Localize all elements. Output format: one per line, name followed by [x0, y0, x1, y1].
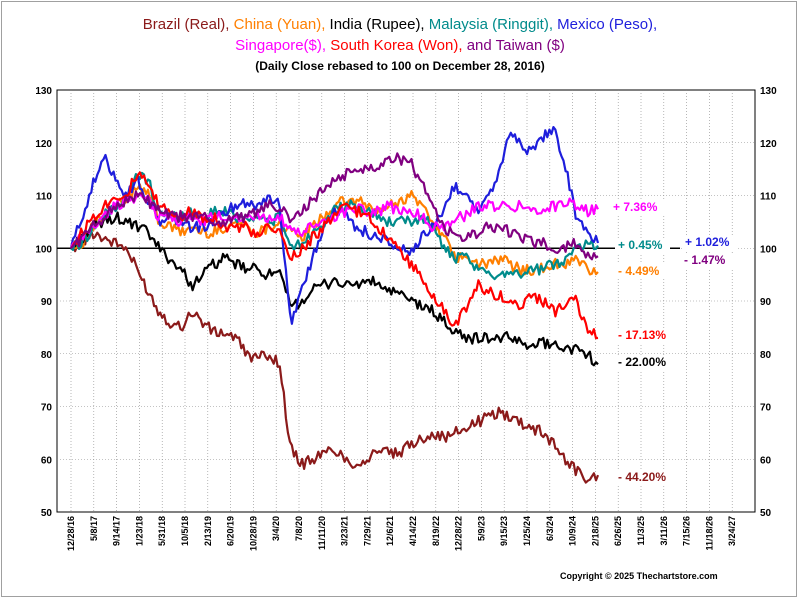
y-tick-label-left: 100	[35, 244, 52, 255]
end-label-india: - 22.00%	[618, 355, 666, 369]
end-label-china: - 4.49%	[618, 264, 660, 278]
y-tick-label-right: 50	[760, 508, 772, 519]
end-label-bg	[610, 200, 665, 215]
end-label-bg	[681, 253, 736, 268]
x-tick-label: 6/26/25	[613, 516, 623, 546]
y-tick-label-right: 100	[760, 244, 777, 255]
end-label-bg	[615, 238, 670, 253]
end-label-singapore: + 7.36%	[613, 200, 658, 214]
title-line-2: Singapore($), South Korea (Won), and Tai…	[0, 35, 800, 56]
title-china: China (Yuan),	[233, 16, 326, 33]
title-line-1: Brazil (Real), China (Yuan), India (Rupe…	[0, 14, 800, 35]
y-tick-label-right: 80	[760, 350, 772, 361]
end-label-bg	[615, 355, 677, 370]
x-tick-label: 7/15/26	[682, 516, 692, 546]
x-tick-label: 11/11/20	[317, 516, 327, 550]
title-singapore: Singapore($),	[235, 37, 327, 54]
y-tick-label-left: 120	[35, 139, 52, 150]
end-label-malaysia: + 0.45%	[618, 238, 663, 252]
x-tick-label: 11/18/26	[704, 516, 714, 551]
end-label-korea: - 17.13%	[618, 328, 666, 342]
end-label-brazil: - 44.20%	[618, 470, 666, 484]
y-tick-label-right: 70	[760, 403, 772, 414]
y-tick-label-right: 120	[760, 139, 777, 150]
y-tick-label-left: 70	[41, 403, 53, 414]
title-taiwan: and Taiwan ($)	[466, 37, 565, 54]
end-label-taiwan: - 1.47%	[684, 253, 726, 267]
end-label-mexico: + 1.02%	[685, 235, 730, 249]
title-korea: South Korea (Won),	[330, 37, 463, 54]
end-label-bg	[615, 264, 670, 279]
x-tick-label: 5/31/18	[157, 516, 167, 546]
copyright-text: Copyright © 2025 Thechartstore.com	[560, 571, 718, 581]
series-line-singapore	[69, 193, 599, 249]
series-line-india	[70, 211, 599, 367]
x-tick-label: 9/15/23	[499, 516, 509, 546]
x-tick-label: 7/29/21	[362, 516, 372, 546]
y-tick-label-left: 80	[41, 350, 53, 361]
series-line-taiwan	[70, 152, 599, 261]
end-label-bg	[615, 328, 677, 343]
x-tick-label: 12/28/16	[66, 516, 76, 551]
x-tick-label: 1/23/18	[134, 516, 144, 546]
y-tick-label-left: 60	[41, 455, 53, 466]
x-tick-label: 6/3/24	[545, 516, 555, 541]
series-line-brazil	[70, 229, 600, 484]
x-tick-label: 10/9/24	[568, 516, 578, 546]
title-india: India (Rupee),	[329, 16, 425, 33]
x-tick-label: 12/28/22	[454, 516, 464, 551]
chart-title: Brazil (Real), China (Yuan), India (Rupe…	[0, 14, 800, 56]
x-tick-label: 11/3/25	[636, 516, 646, 546]
y-tick-label-right: 60	[760, 455, 772, 466]
x-tick-label: 2/18/25	[590, 516, 600, 546]
x-tick-label: 3/24/27	[727, 516, 737, 546]
x-tick-label: 2/13/19	[203, 516, 213, 546]
y-tick-label-left: 90	[41, 297, 53, 308]
x-tick-label: 12/6/21	[385, 516, 395, 546]
x-tick-label: 10/28/19	[248, 516, 258, 551]
x-tick-label: 9/14/17	[112, 516, 122, 546]
y-tick-label-right: 110	[760, 192, 777, 203]
x-tick-label: 1/25/24	[522, 516, 532, 546]
x-tick-label: 7/8/20	[294, 516, 304, 541]
y-tick-label-left: 50	[41, 508, 53, 519]
x-tick-label: 5/8/17	[89, 516, 99, 541]
y-tick-label-right: 90	[760, 297, 772, 308]
title-brazil: Brazil (Real),	[142, 16, 230, 33]
x-tick-label: 6/20/19	[226, 516, 236, 546]
x-tick-label: 5/9/23	[476, 516, 486, 541]
chart-subtitle: (Daily Close rebased to 100 on December …	[255, 59, 545, 73]
y-tick-label-left: 130	[35, 86, 52, 97]
x-tick-label: 3/23/21	[340, 516, 350, 546]
x-tick-label: 3/4/20	[271, 516, 281, 541]
y-tick-label-right: 130	[760, 86, 777, 97]
x-tick-label: 4/14/22	[408, 516, 418, 546]
x-tick-label: 8/19/22	[431, 516, 441, 546]
end-label-bg	[682, 235, 737, 250]
x-tick-label: 3/11/26	[659, 516, 669, 546]
x-tick-label: 10/5/18	[180, 516, 190, 546]
end-label-bg	[615, 470, 677, 485]
y-tick-label-left: 110	[36, 192, 53, 203]
title-malaysia: Malaysia (Ringgit),	[428, 16, 553, 33]
title-mexico: Mexico (Peso),	[557, 16, 658, 33]
